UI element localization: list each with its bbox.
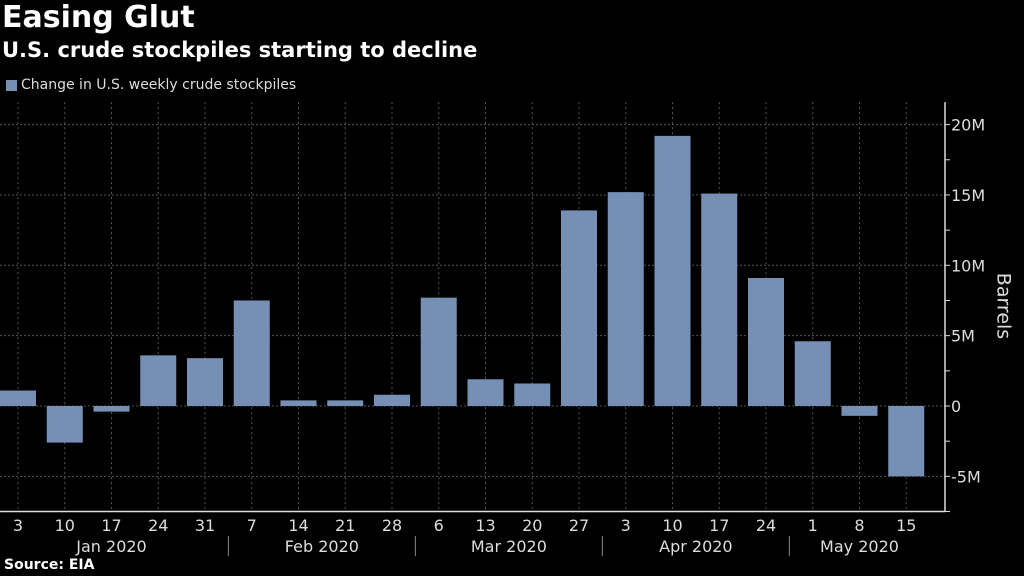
bar bbox=[233, 300, 270, 406]
y-axis-label: Barrels bbox=[993, 273, 1015, 339]
x-tick-label: 7 bbox=[247, 516, 257, 535]
y-tick-label: 5M bbox=[951, 327, 975, 346]
x-tick-label: 31 bbox=[195, 516, 215, 535]
x-tick-label: 27 bbox=[569, 516, 589, 535]
bar bbox=[607, 192, 644, 406]
x-tick-label: 21 bbox=[335, 516, 355, 535]
x-tick-label: 3 bbox=[621, 516, 631, 535]
month-label: Apr 2020 bbox=[659, 537, 732, 556]
y-tick-label: 10M bbox=[951, 256, 985, 275]
legend-swatch bbox=[6, 79, 17, 91]
bar bbox=[93, 406, 130, 412]
legend-label: Change in U.S. weekly crude stockpiles bbox=[21, 77, 297, 93]
bar bbox=[140, 355, 177, 406]
bar bbox=[280, 400, 317, 406]
bar bbox=[420, 297, 457, 406]
x-tick-label: 17 bbox=[101, 516, 121, 535]
x-tick-label: 3 bbox=[13, 516, 23, 535]
chart-title: Easing Glut bbox=[2, 0, 195, 35]
y-tick-label: -5M bbox=[951, 467, 981, 486]
bar bbox=[654, 135, 691, 406]
x-tick-label: 20 bbox=[522, 516, 542, 535]
chart-subtitle: U.S. crude stockpiles starting to declin… bbox=[2, 38, 478, 62]
bar bbox=[841, 406, 878, 416]
x-tick-label: 10 bbox=[55, 516, 75, 535]
x-tick-label: 13 bbox=[475, 516, 495, 535]
x-tick-label: 28 bbox=[382, 516, 402, 535]
x-tick-label: 24 bbox=[756, 516, 776, 535]
month-label: May 2020 bbox=[820, 537, 899, 556]
x-tick-label: 6 bbox=[434, 516, 444, 535]
x-tick-label: 1 bbox=[808, 516, 818, 535]
bar bbox=[748, 277, 784, 406]
x-tick-label: 8 bbox=[854, 516, 864, 535]
x-tick-label: 17 bbox=[709, 516, 729, 535]
y-tick-label: 20M bbox=[951, 116, 985, 135]
month-label: Feb 2020 bbox=[285, 537, 359, 556]
x-tick-label: 24 bbox=[148, 516, 168, 535]
bar bbox=[514, 383, 551, 406]
bar bbox=[0, 390, 36, 406]
bar bbox=[701, 193, 738, 406]
bar bbox=[187, 358, 223, 406]
bar bbox=[46, 406, 83, 443]
bar bbox=[794, 341, 831, 406]
bar bbox=[374, 394, 410, 406]
x-tick-label: 10 bbox=[662, 516, 682, 535]
bar bbox=[327, 400, 364, 406]
bar bbox=[467, 379, 504, 406]
month-label: Jan 2020 bbox=[75, 537, 146, 556]
x-tick-label: 14 bbox=[288, 516, 308, 535]
bar bbox=[888, 406, 925, 477]
month-label: Mar 2020 bbox=[471, 537, 547, 556]
y-tick-label: 0 bbox=[951, 397, 961, 416]
bar bbox=[561, 210, 597, 406]
source-note: Source: EIA bbox=[4, 557, 95, 573]
y-tick-label: 15M bbox=[951, 186, 985, 205]
x-tick-label: 15 bbox=[896, 516, 916, 535]
legend: Change in U.S. weekly crude stockpiles bbox=[6, 77, 296, 93]
